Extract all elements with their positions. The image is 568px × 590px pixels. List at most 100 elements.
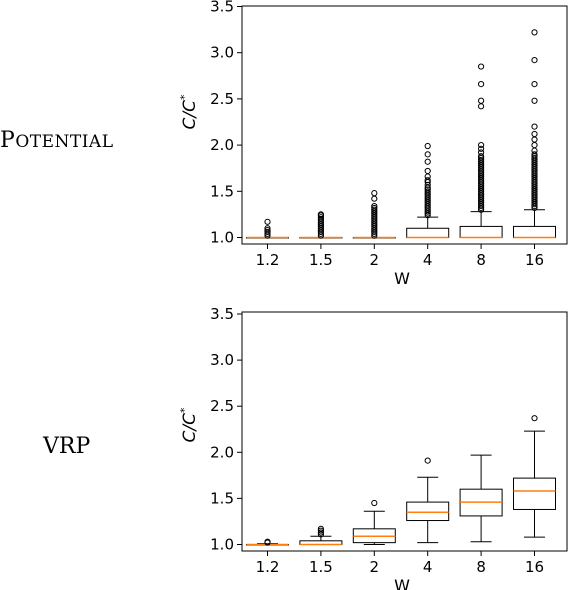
plot-frame [241, 5, 568, 245]
outlier-point [531, 81, 538, 88]
box-2 [352, 499, 396, 545]
x-tick-label: 2 [370, 558, 380, 576]
x-tick-label: 16 [525, 251, 544, 269]
outlier-point [478, 142, 485, 149]
box-iqr [513, 225, 556, 239]
outlier-point [531, 154, 538, 162]
box-iqr [406, 501, 450, 522]
chart-panel-vrp: 1.0 1.5 2.0 2.5 3.0 3.5 C/C* 1.2 1.5 2 4 8 16 W [178, 305, 568, 590]
x-tick-label: 8 [476, 558, 486, 576]
outlier-point [264, 218, 271, 225]
box-1.5 [299, 211, 343, 239]
x-axis-title: W [394, 269, 410, 288]
y-tick-label: 1.5 [210, 182, 234, 200]
box-4 [406, 142, 450, 239]
outlier-point [424, 188, 431, 195]
outlier-point [531, 123, 538, 130]
outlier-point [371, 202, 378, 210]
y-axis-title: C/C* [178, 94, 200, 129]
outlier-point [531, 415, 538, 422]
box-iqr [513, 477, 556, 510]
x-tick-label: 1.5 [309, 251, 333, 269]
outlier-point [478, 153, 485, 160]
y-tick-label: 3.5 [210, 305, 234, 323]
x-tick-label: 8 [476, 251, 486, 269]
box-1.5 [299, 525, 343, 546]
outlier-point [371, 204, 378, 212]
box-16 [513, 415, 556, 538]
box-8 [459, 63, 503, 239]
outlier-point [371, 206, 378, 213]
outlier-point [371, 190, 378, 197]
x-tick-label: 2 [370, 251, 380, 269]
outlier-point [317, 527, 324, 534]
y-tick-label: 1.5 [210, 489, 234, 507]
y-axis-title: C/C* [178, 407, 200, 442]
x-tick-label: 16 [525, 558, 544, 576]
outlier-point [424, 173, 431, 180]
outlier-point [424, 142, 431, 150]
outlier-point [424, 181, 431, 188]
outlier-point [264, 228, 271, 236]
x-tick-label: 1.5 [309, 558, 333, 576]
y-tick-label: 2.5 [210, 90, 234, 108]
box-1.2 [246, 538, 289, 546]
outlier-point [424, 158, 431, 165]
x-tick-label: 4 [423, 558, 433, 576]
outlier-point [264, 227, 271, 234]
outlier-point [371, 195, 378, 202]
outlier-point [424, 151, 431, 158]
outlier-point [478, 149, 485, 156]
y-tick-label: 1.0 [210, 229, 234, 247]
outlier-point [531, 56, 538, 64]
outlier-point [478, 103, 485, 110]
outlier-point [531, 29, 538, 36]
outlier-point [317, 215, 324, 223]
y-tick-label: 3.0 [210, 351, 234, 369]
y-tick-label: 2.0 [210, 136, 234, 154]
outlier-point [317, 529, 324, 536]
x-tick-label: 4 [423, 251, 433, 269]
outlier-point [317, 525, 324, 532]
outlier-point [531, 136, 538, 143]
y-tick-label: 1.0 [210, 536, 234, 554]
x-tick-label: 1.2 [256, 251, 280, 269]
outlier-point [424, 186, 431, 193]
row-label-potential: POTENTIAL [0, 128, 114, 153]
outlier-point [478, 97, 485, 104]
box-8 [459, 454, 503, 543]
outlier-point [424, 177, 431, 184]
y-tick-label: 2.5 [210, 397, 234, 415]
y-tick-label: 2.0 [210, 443, 234, 461]
outlier-point [317, 211, 324, 218]
outlier-point [371, 499, 378, 507]
outlier-point [424, 457, 431, 464]
outlier-point [317, 214, 324, 221]
outlier-point [478, 145, 485, 152]
x-tick-label: 1.2 [256, 558, 280, 576]
y-tick-label: 3.0 [210, 44, 234, 62]
outlier-point [424, 167, 431, 175]
box-iqr [406, 227, 450, 238]
x-axis-title: W [394, 576, 410, 590]
chart-panel-potential: 1.0 1.5 2.0 2.5 3.0 3.5 C/C* 1.2 1.5 2 4 8 16 W [178, 0, 568, 288]
row-label-potential-initial: P [0, 128, 16, 153]
row-label-vrp: VRP [43, 434, 91, 459]
plot-frame [241, 311, 568, 552]
outlier-point [478, 81, 485, 88]
outlier-point [531, 97, 538, 104]
outlier-point [531, 142, 538, 149]
y-tick-label: 3.5 [210, 0, 234, 16]
outlier-point [264, 538, 271, 545]
row-label-potential-rest: OTENTIAL [15, 132, 114, 152]
outlier-point [531, 151, 538, 158]
box-2 [352, 190, 396, 239]
outlier-point [478, 63, 485, 70]
box-1.2 [246, 218, 289, 239]
box-4 [406, 457, 450, 544]
box-iqr [459, 225, 503, 239]
outlier-point [264, 225, 271, 232]
outlier-point [531, 147, 538, 154]
outlier-point [478, 156, 485, 163]
